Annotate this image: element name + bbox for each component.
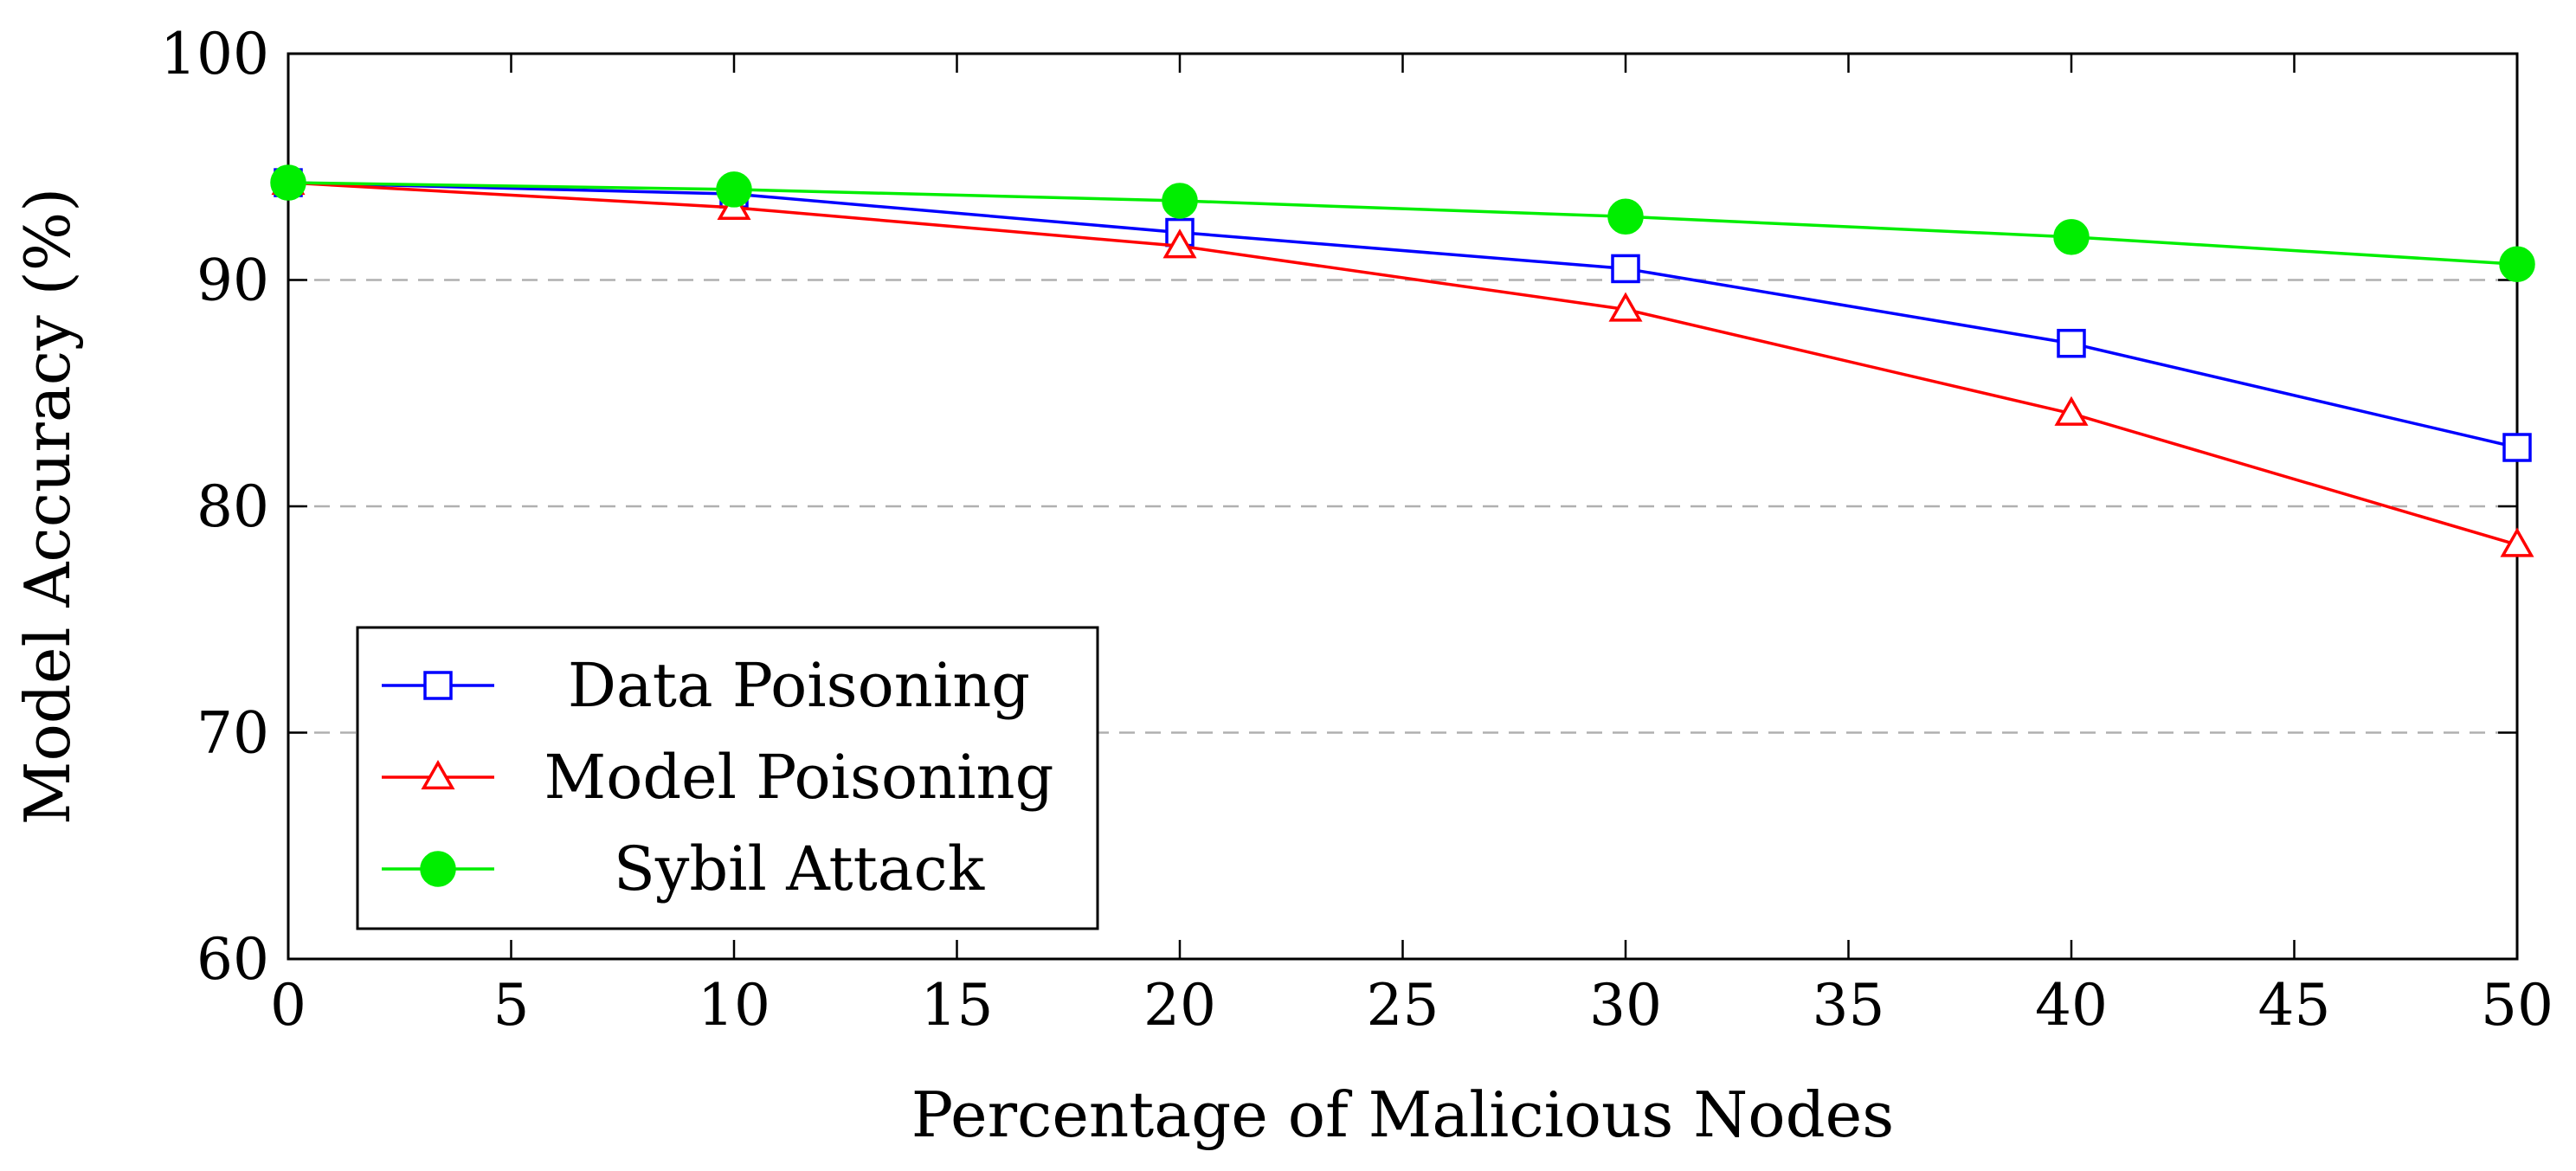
legend-marker-model-poisoning (421, 759, 455, 790)
data-point-sybil-attack (2053, 219, 2090, 255)
axis-ticks (287, 52, 2519, 961)
legend-marker-data-poisoning (423, 671, 453, 700)
legend-item-sybil-attack: Sybil Attack (382, 833, 985, 904)
y-axis-label: Model Accuracy (%) (11, 188, 84, 826)
legend-label: Data Poisoning (568, 650, 1030, 721)
x-tick-label: 0 (270, 972, 306, 1039)
y-tick-label: 90 (196, 248, 269, 314)
data-point-data-poisoning (2502, 433, 2532, 462)
series-data-poisoning (274, 168, 2532, 462)
data-point-data-poisoning (2057, 328, 2086, 358)
x-tick-label: 10 (698, 972, 770, 1039)
x-axis-label: Percentage of Malicious Nodes (911, 1078, 1894, 1151)
legend: Data Poisoning Model Poisoning Sybil Attac… (356, 626, 1099, 930)
legend-item-data-poisoning: Data Poisoning (382, 650, 1030, 721)
data-point-sybil-attack (2499, 246, 2535, 282)
x-tick-label: 45 (2258, 972, 2331, 1039)
x-tick-label: 20 (1143, 972, 1216, 1039)
data-point-sybil-attack (1162, 183, 1198, 219)
y-tick-label: 70 (196, 700, 269, 767)
x-tick-label: 50 (2481, 972, 2553, 1039)
data-point-sybil-attack (270, 164, 306, 201)
series-line-sybil-attack (287, 181, 2518, 266)
legend-item-model-poisoning: Model Poisoning (382, 742, 1053, 813)
data-point-data-poisoning (1611, 254, 1640, 284)
x-tick-label: 25 (1367, 972, 1439, 1039)
x-tick-label: 5 (493, 972, 530, 1039)
x-tick-label: 30 (1589, 972, 1662, 1039)
data-point-model-poisoning (2054, 396, 2089, 426)
data-point-sybil-attack (1607, 198, 1644, 235)
legend-marker-sybil-attack (420, 851, 456, 887)
data-point-model-poisoning (1162, 228, 1197, 259)
legend-label: Sybil Attack (614, 833, 985, 904)
x-tick-labels: 0 5 10 15 20 25 30 35 40 45 50 (270, 972, 2553, 1039)
series-line-model-poisoning (287, 181, 2518, 547)
y-tick-label: 100 (160, 21, 269, 87)
data-point-model-poisoning (1608, 292, 1643, 322)
x-tick-label: 15 (921, 972, 994, 1039)
x-tick-label: 35 (1813, 972, 1885, 1039)
legend-label: Model Poisoning (544, 742, 1054, 813)
y-tick-label: 80 (196, 473, 269, 540)
y-tick-labels: 60 70 80 90 100 (160, 21, 269, 993)
data-point-sybil-attack (716, 171, 752, 208)
series-model-poisoning (271, 165, 2534, 557)
series-layer (270, 164, 2535, 557)
y-tick-label: 60 (196, 926, 269, 993)
x-tick-label: 40 (2035, 972, 2108, 1039)
series-line-data-poisoning (287, 181, 2518, 449)
series-sybil-attack (270, 164, 2535, 282)
data-point-model-poisoning (2500, 527, 2534, 557)
